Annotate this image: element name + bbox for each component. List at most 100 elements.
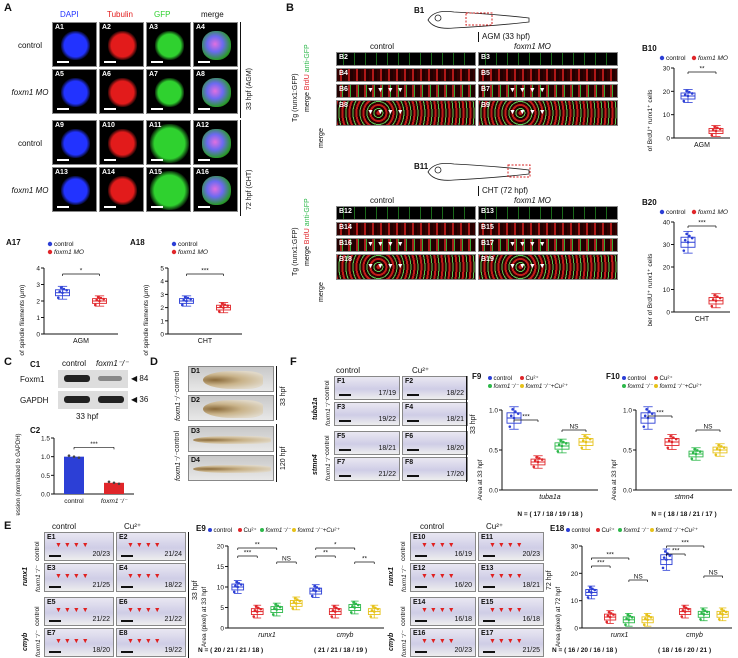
data-point [223,303,227,306]
legend-marker [659,209,665,215]
ytick: 4 [160,279,164,286]
data-point [220,302,224,305]
a-tile-label: A4 [196,24,205,31]
a-tile-A10: A10 [99,120,144,165]
b-tg-text: Tg (runx1:GFP) [292,73,299,122]
data-point [57,296,60,299]
legend-marker [208,528,212,532]
data-point [186,296,190,300]
arrowhead-markers: ▼▼▼▼ [421,637,457,645]
d-stage-120: 120 hpf [280,446,287,470]
b-tile-B19: B19 ▼▼▼▼ [478,254,618,280]
legend-entry: foxm1 MO [54,249,84,256]
y-axis-label: Number of BrdU⁺ runx1⁺ cells [647,253,654,326]
data-point [627,618,631,622]
a-row-cond-2: control [17,138,42,148]
data-point [559,439,562,443]
legend-entry: control [666,55,686,62]
ytick: 0 [666,136,670,143]
a-tile-label: A10 [102,122,115,129]
significance: *** [656,410,664,417]
data-point [371,605,375,608]
legend-marker [238,528,242,532]
b-tile-label: B6 [339,86,348,93]
panel-label-b: B [286,2,294,14]
b-tile-B15: B15 [478,222,618,236]
data-point [372,610,376,613]
ytick: 30 [663,66,671,73]
data-point [714,129,718,133]
significance: NS [634,574,644,581]
f-row-label: control [324,380,331,400]
b-tile-label: B18 [339,256,352,263]
data-point [72,455,76,458]
data-point [353,606,357,609]
data-point [298,599,302,603]
a-tile-label: A2 [102,24,111,31]
significance: NS [569,424,579,431]
legend-marker [488,376,492,380]
data-point [674,437,678,441]
legend-marker [691,55,697,61]
data-point [235,580,238,584]
panel-label-d: D [150,356,158,368]
a-tile-label: A6 [102,71,111,78]
x-category: foxm1⁻/⁻ [101,498,128,505]
legend-entry: foxm1⁻/⁻ [266,527,292,534]
data-point [612,613,615,616]
ytick: 30 [571,544,579,551]
f-tile-label: F8 [405,459,414,466]
data-point [705,610,709,614]
e-tile-E3: E3 ▼▼▼▼ 21/25 [44,563,114,592]
data-point [335,606,338,610]
data-point [586,436,589,439]
panel-label-e: E [4,520,12,532]
data-point [98,299,101,303]
e72-tile-label: E15 [481,599,494,606]
a-tile-label: A15 [149,169,162,176]
legend-entry: Cu²⁺ [526,375,539,382]
data-point [650,412,654,415]
chart-b10: 0 10 20 30 Number of BrdU⁺ runx1⁺ cells B10 AG… [642,44,730,152]
col-foxm1-mo-2: foxm1 MO [514,196,551,205]
significance: *** [606,552,614,559]
data-point [628,614,632,618]
data-point [222,306,225,309]
legend-entry: foxm1⁻/⁻+Cu²⁺ [660,383,703,390]
data-point [317,587,321,590]
a-tile-A2: A2 [99,22,144,67]
legend-marker [171,241,177,247]
sample-size: N = ( 18 / 18 / 21 / 17 ) [651,511,716,518]
e-tile-E8: E8 ▼▼▼▼ 19/22 [116,628,186,657]
legend-marker [622,384,626,388]
significance: ** [699,66,705,73]
data-point [234,584,237,588]
y-axis-label: Length of spindle filaments (μm) [19,285,26,356]
data-point [714,299,718,303]
legend-entry: control [54,241,74,248]
y-axis-label: Relative expression (normalized to GAPDH… [16,433,22,516]
legend-entry: foxm1 MO [698,209,728,216]
a-tile-A16: A16 [193,167,238,212]
a-tile-label: A5 [55,71,64,78]
b-tile-label: B13 [481,208,494,215]
legend-marker [622,376,626,380]
ytick: 0 [666,310,670,317]
data-point [588,437,592,441]
e72-count: 16/18 [522,616,540,623]
data-point [259,607,263,611]
data-point [698,450,702,453]
legend-marker [520,384,524,388]
data-point [219,305,222,308]
legend-entry: Cu²⁺ [244,527,257,534]
f-tile-F3: F3 19/22 [334,402,400,426]
data-point [62,287,66,291]
data-point [557,443,561,446]
data-point [711,298,715,301]
e-col-control: control [52,522,77,531]
d-row-label: foxm1⁻/⁻ [175,392,182,421]
e72-tile-label: E16 [413,630,426,637]
legend-marker [691,209,697,215]
chart-id: E9 [196,524,206,533]
arrowhead-markers: ▼▼▼▼ [509,109,549,116]
